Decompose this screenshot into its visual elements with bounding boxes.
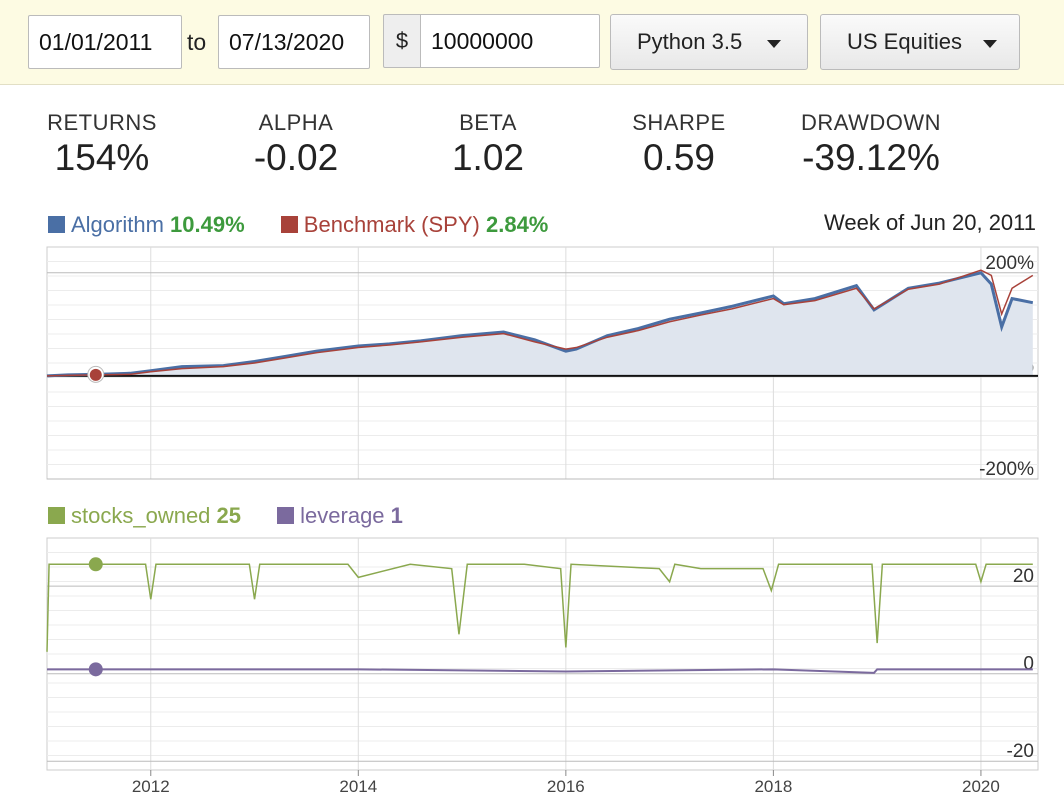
leverage-label: leverage	[300, 503, 385, 528]
benchmark-hover-marker	[89, 368, 102, 381]
stat-sharpe: SHARPE 0.59	[618, 110, 740, 180]
universe-dropdown[interactable]: US Equities	[820, 14, 1020, 70]
benchmark-line	[46, 269, 1034, 377]
start-date-input[interactable]: 01/01/2011	[28, 15, 182, 69]
to-label: to	[187, 29, 207, 55]
custom-legend: stocks_owned 25 leverage 1	[48, 502, 403, 530]
benchmark-swatch	[280, 216, 298, 233]
stocks-owned-label: stocks_owned	[71, 503, 211, 528]
benchmark-value: 2.84%	[485, 212, 549, 237]
x-tick-label: 2018	[754, 777, 792, 796]
y-tick-label: 20	[1013, 566, 1034, 587]
stocks-owned-line	[46, 563, 1033, 652]
stat-value: 154%	[54, 137, 150, 178]
hover-date-label: Week of Jun 20, 2011	[824, 210, 1036, 235]
stat-label: DRAWDOWN	[800, 110, 942, 135]
stat-returns: RETURNS 154%	[40, 110, 164, 180]
stat-value: 0.59	[642, 137, 715, 178]
stat-value: 1.02	[451, 137, 524, 178]
stat-label: ALPHA	[258, 110, 334, 135]
end-date-input[interactable]: 07/13/2020	[218, 15, 370, 69]
benchmark-label: Benchmark (SPY)	[303, 212, 480, 237]
x-tick-label: 2016	[547, 777, 585, 796]
leverage-line	[47, 668, 1033, 674]
y-tick-label: -20	[1007, 741, 1034, 762]
stat-value: -0.02	[253, 137, 339, 178]
language-dropdown[interactable]: Python 3.5	[610, 14, 808, 70]
legend-benchmark[interactable]: Benchmark (SPY) 2.84%	[280, 212, 549, 237]
returns-legend: Algorithm 10.49% Benchmark (SPY) 2.84%	[48, 211, 548, 239]
x-tick-label: 2020	[962, 777, 1000, 796]
stat-label: BETA	[459, 110, 517, 135]
stat-label: SHARPE	[632, 110, 726, 135]
algorithm-swatch	[48, 216, 65, 233]
language-dropdown-label: Python 3.5	[637, 29, 743, 54]
stocks-owned-swatch	[48, 507, 65, 524]
y-tick-label: 0	[1023, 654, 1034, 675]
legend-stocks-owned[interactable]: stocks_owned 25	[48, 503, 247, 528]
algorithm-label: Algorithm	[71, 212, 164, 237]
stat-label: RETURNS	[47, 110, 157, 135]
stat-alpha: ALPHA -0.02	[236, 110, 356, 180]
leverage-value: 1	[390, 503, 403, 528]
algorithm-value: 10.49%	[170, 212, 245, 237]
x-tick-label: 2012	[132, 777, 170, 796]
legend-leverage[interactable]: leverage 1	[277, 503, 403, 528]
x-tick-label: 2014	[339, 777, 377, 796]
stocks-owned-hover-marker	[88, 557, 103, 572]
chevron-down-icon	[983, 40, 997, 48]
universe-dropdown-label: US Equities	[847, 29, 962, 54]
algorithm-line	[46, 271, 1034, 378]
leverage-hover-marker	[88, 662, 103, 677]
stat-value: -39.12%	[802, 137, 940, 178]
y-tick-label: 200%	[985, 253, 1034, 274]
legend-algorithm[interactable]: Algorithm 10.49%	[48, 212, 251, 237]
y-tick-label: -200%	[979, 459, 1034, 480]
stocks-owned-value: 25	[216, 503, 242, 528]
chevron-down-icon	[767, 40, 781, 48]
stat-drawdown: DRAWDOWN -39.12%	[788, 110, 954, 180]
algorithm-area	[47, 272, 1033, 376]
capital-input[interactable]: 10000000	[420, 14, 600, 68]
top-controls-bar: 01/01/2011 to 07/13/2020 $ 10000000 Pyth…	[0, 0, 1064, 85]
stat-beta: BETA 1.02	[428, 110, 548, 180]
leverage-swatch	[277, 507, 295, 524]
